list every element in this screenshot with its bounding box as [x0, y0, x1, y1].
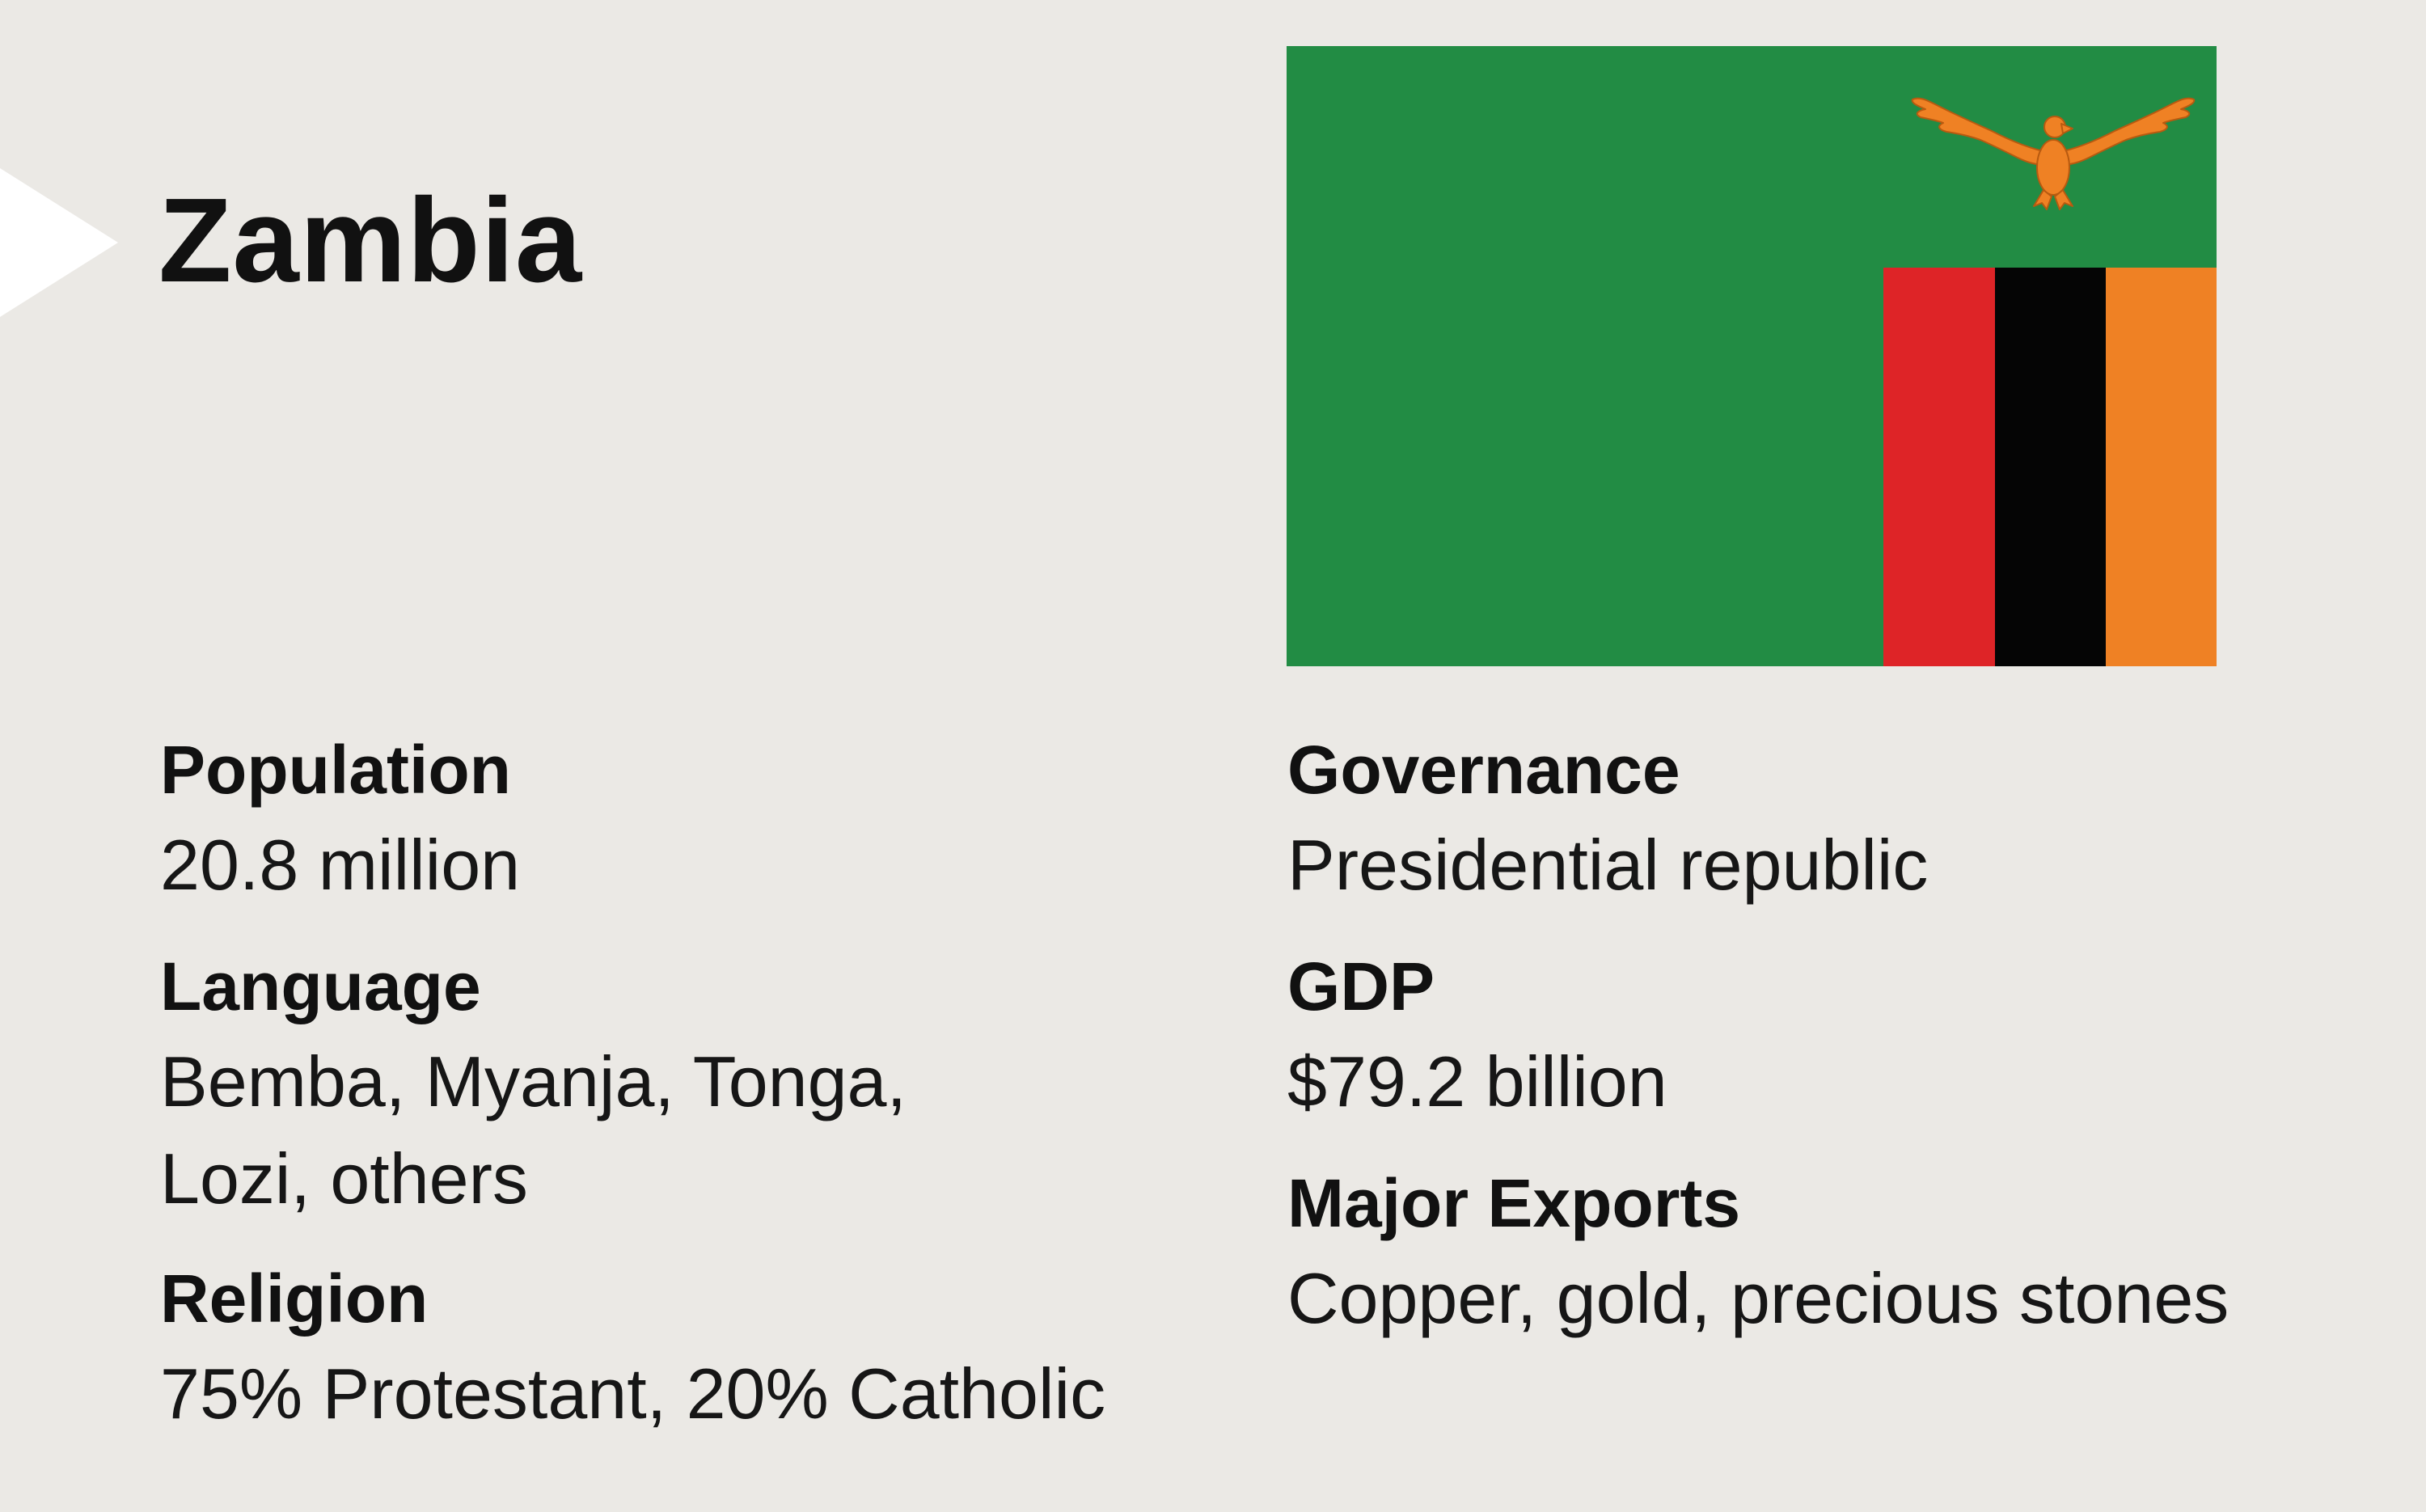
- page-title: Zambia: [158, 174, 583, 307]
- gdp-fact: GDP $79.2 billion: [1287, 952, 1667, 1130]
- flag-stripe-red: [1883, 268, 1995, 666]
- governance-value: Presidential republic: [1287, 825, 1929, 905]
- religion-value: 75% Protestant, 20% Catholic: [160, 1354, 1106, 1434]
- gdp-value: $79.2 billion: [1287, 1041, 1667, 1121]
- governance-label: Governance: [1287, 732, 1680, 808]
- major-exports-value: Copper, gold, precious stones: [1287, 1258, 2229, 1338]
- population-fact: Population 20.8 million: [160, 736, 520, 914]
- language-value-line: Bemba, Myanja, Tonga,: [160, 1041, 907, 1121]
- major-exports-fact: Major Exports Copper, gold, precious sto…: [1287, 1169, 2229, 1347]
- eagle-icon: [1911, 97, 2196, 210]
- major-exports-label: Major Exports: [1287, 1165, 1741, 1241]
- population-value: 20.8 million: [160, 825, 521, 905]
- religion-label: Religion: [160, 1261, 429, 1337]
- religion-fact: Religion 75% Protestant, 20% Catholic: [160, 1265, 1105, 1442]
- language-value: Bemba, Myanja, Tonga, Lozi, others: [160, 1033, 907, 1227]
- zambia-flag: [1287, 46, 2217, 666]
- gdp-label: GDP: [1287, 948, 1435, 1024]
- governance-fact: Governance Presidential republic: [1287, 736, 1928, 914]
- flag-stripe-orange: [2106, 268, 2217, 666]
- language-fact: Language Bemba, Myanja, Tonga, Lozi, oth…: [160, 952, 907, 1227]
- flag-stripe-black: [1995, 268, 2106, 666]
- language-value-line: Lozi, others: [160, 1138, 528, 1218]
- pointer-arrow-icon: [0, 168, 118, 317]
- language-label: Language: [160, 948, 481, 1024]
- population-label: Population: [160, 732, 511, 808]
